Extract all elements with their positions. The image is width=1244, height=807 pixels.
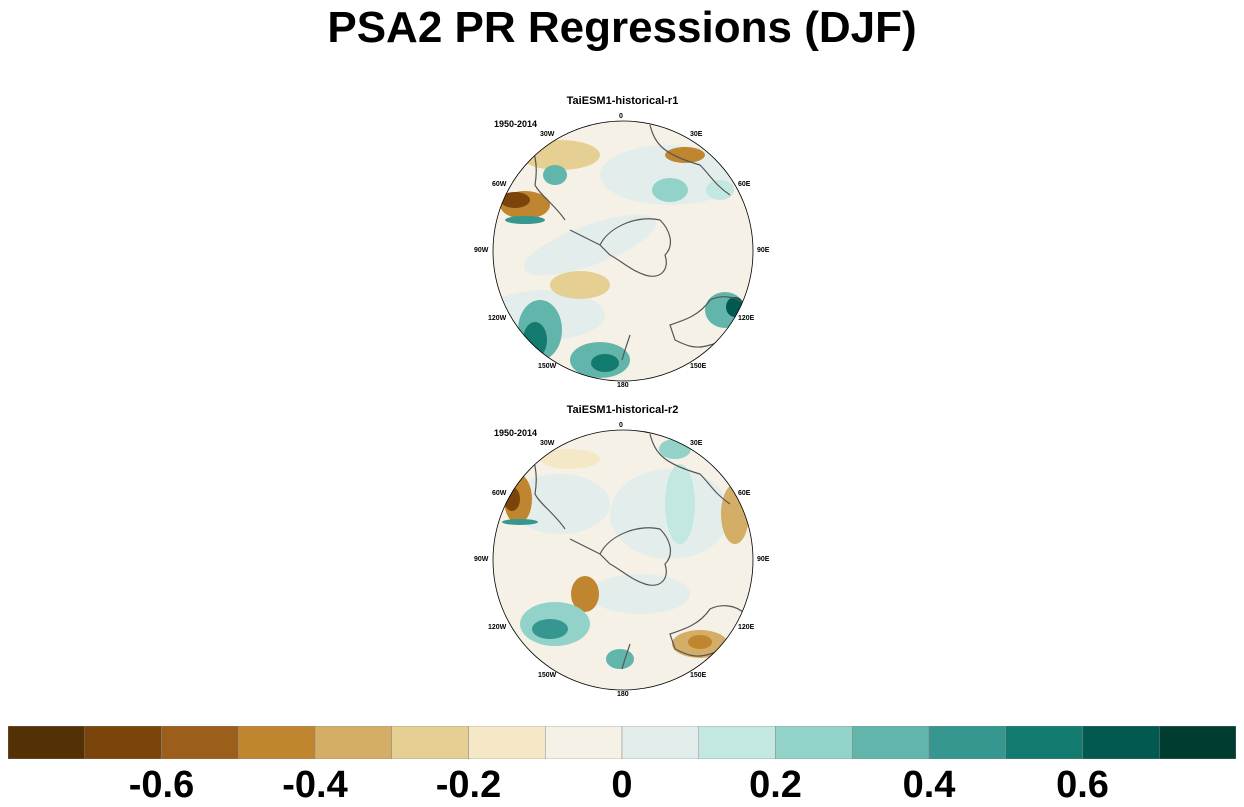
colorbar-box (238, 726, 316, 759)
page-title: PSA2 PR Regressions (DJF) (327, 3, 917, 52)
polar-map (492, 120, 754, 382)
map-panel-r2: TaiESM1-historical-r2 1950-2014 (470, 404, 775, 704)
lon-label: 30W (540, 440, 555, 447)
lon-label: 120W (488, 624, 507, 631)
lon-label: 0 (619, 422, 623, 429)
colorbar-tick-label: 0.4 (902, 764, 956, 806)
map-panel-r1: TaiESM1-historical-r1 1950-2014 (470, 95, 775, 395)
lon-label: 180 (617, 382, 629, 389)
lon-label: 120E (738, 315, 755, 322)
colorbar-tick-labels: -0.6 -0.4 -0.2 0 0.2 0.4 0.6 (0, 765, 1244, 805)
lon-label: 30E (690, 440, 703, 447)
lon-label: 90W (474, 247, 489, 254)
colorbar-box (1082, 726, 1160, 759)
precip-field (493, 430, 753, 690)
lon-label: 90E (757, 556, 770, 563)
lon-label: 60E (738, 181, 751, 188)
colorbar-box (1005, 726, 1083, 759)
colorbar-box (161, 726, 239, 759)
colorbar-box (1159, 726, 1236, 759)
coastlines (509, 121, 746, 361)
lon-label: 60W (492, 490, 507, 497)
lon-label: 30W (540, 131, 555, 138)
lon-label: 60E (738, 490, 751, 497)
colorbar-tick-label: -0.6 (128, 764, 195, 806)
colorbar-box (775, 726, 853, 759)
lon-label: 90E (757, 247, 770, 254)
colorbar-box (468, 726, 546, 759)
lon-label: 150W (538, 672, 557, 679)
colorbar-box (314, 726, 392, 759)
colorbar-tick-label: 0.6 (1056, 764, 1109, 806)
colorbar (8, 726, 1236, 759)
period-label: 1950-2014 (494, 119, 538, 129)
panel-title: TaiESM1-historical-r1 (566, 95, 679, 107)
colorbar-box (84, 726, 162, 759)
lon-label: 60W (492, 181, 507, 188)
colorbar-tick-label: -0.2 (435, 764, 502, 806)
colorbar-box (928, 726, 1006, 759)
lon-label: 150E (690, 363, 707, 370)
colorbar-box (852, 726, 930, 759)
lon-label: 0 (619, 113, 623, 120)
lon-label: 150W (538, 363, 557, 370)
lon-label: 120E (738, 624, 755, 631)
lon-label: 150E (690, 672, 707, 679)
lon-label: 30E (690, 131, 703, 138)
colorbar-box (545, 726, 623, 759)
colorbar-box (391, 726, 469, 759)
panel-title: TaiESM1-historical-r2 (566, 404, 679, 416)
colorbar-box (621, 726, 699, 759)
lon-label: 180 (617, 691, 629, 698)
precip-field (493, 121, 753, 381)
colorbar-tick-label: -0.4 (282, 764, 348, 806)
colorbar-box (698, 726, 776, 759)
lon-label: 120W (488, 315, 507, 322)
colorbar-box (8, 726, 85, 759)
lon-label: 90W (474, 556, 489, 563)
colorbar-tick-label: 0 (611, 764, 633, 806)
colorbar-tick-label: 0.2 (749, 764, 802, 806)
period-label: 1950-2014 (494, 428, 538, 438)
polar-map (492, 429, 754, 691)
